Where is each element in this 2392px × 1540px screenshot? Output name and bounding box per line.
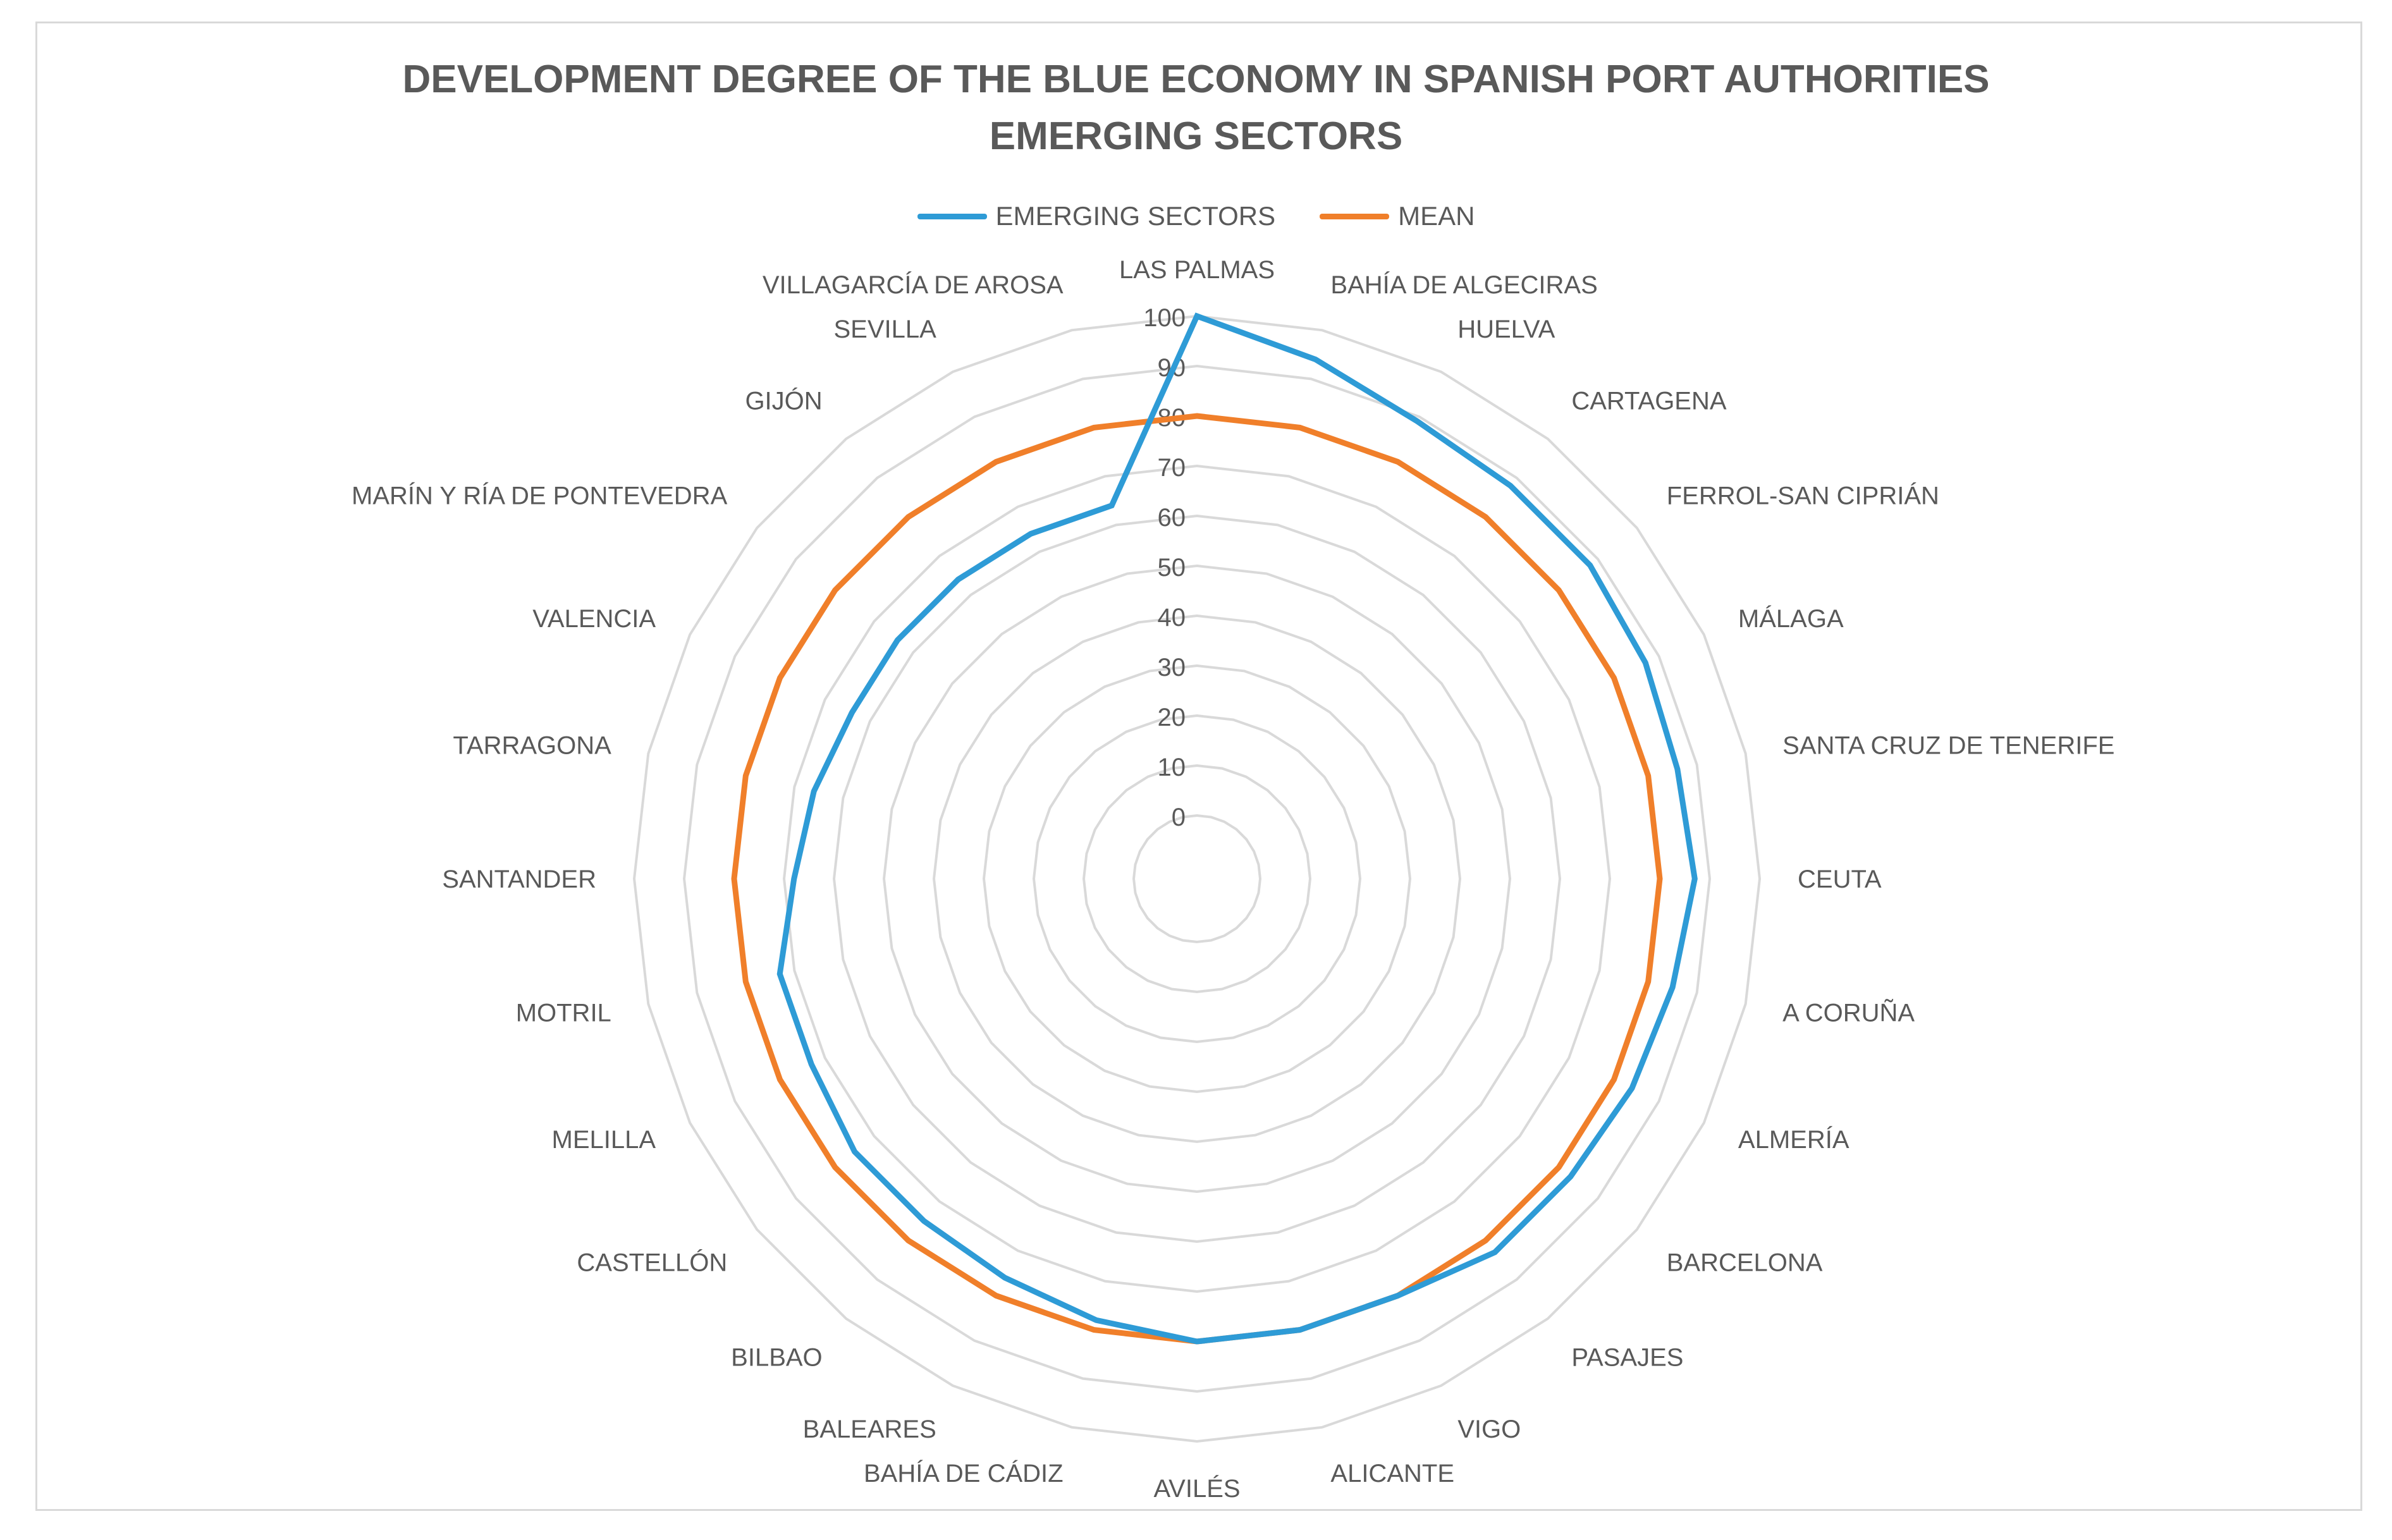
radial-tick-label: 50 <box>1158 554 1186 582</box>
legend-swatch-emerging-sectors <box>917 213 987 219</box>
category-label: SANTANDER <box>442 865 596 893</box>
radial-tick-label: 10 <box>1158 754 1186 781</box>
grid-ring-30 <box>982 664 1412 1094</box>
category-label: MELILLA <box>552 1126 656 1154</box>
category-label: BARCELONA <box>1667 1249 1823 1276</box>
category-label: BAHÍA DE CÁDIZ <box>864 1459 1064 1488</box>
series-line-mean <box>731 413 1663 1345</box>
legend-label-emerging-sectors: EMERGING SECTORS <box>995 201 1276 231</box>
category-label: A CORUÑA <box>1782 998 1915 1027</box>
category-label: MARÍN Y RÍA DE PONTEVEDRA <box>352 482 728 510</box>
category-label: AVILÉS <box>1153 1474 1240 1503</box>
category-label: CEUTA <box>1798 865 1882 893</box>
category-label: SEVILLA <box>833 315 936 343</box>
category-label: ALICANTE <box>1330 1460 1454 1488</box>
radar-grid <box>632 314 1762 1443</box>
category-label: SANTA CRUZ DE TENERIFE <box>1782 732 2114 760</box>
grid-ring-10 <box>1082 764 1312 994</box>
grid-ring-100 <box>632 314 1762 1443</box>
category-label: VIGO <box>1457 1415 1521 1443</box>
category-label: CARTAGENA <box>1571 387 1727 415</box>
category-label: ALMERÍA <box>1738 1125 1849 1154</box>
legend-label-mean: MEAN <box>1398 201 1475 231</box>
chart-subtitle: EMERGING SECTORS <box>989 114 1403 158</box>
category-label: VILLAGARCÍA DE AROSA <box>763 271 1064 299</box>
category-label: LAS PALMAS <box>1119 256 1275 284</box>
chart-title: DEVELOPMENT DEGREE OF THE BLUE ECONOMY I… <box>402 58 1990 101</box>
category-label: MÁLAGA <box>1738 604 1844 633</box>
grid-ring-70 <box>782 464 1612 1293</box>
category-labels: LAS PALMAS BAHÍA DE ALGECIRAS HUELVA CARTAG… <box>352 256 2114 1503</box>
category-label: FERROL-SAN CIPRIÁN <box>1667 482 1939 510</box>
category-label: BILBAO <box>731 1344 823 1372</box>
radial-tick-label: 30 <box>1158 654 1186 681</box>
legend-item-emerging-sectors[interactable]: EMERGING SECTORS <box>917 201 1276 231</box>
category-label: TARRAGONA <box>453 732 611 760</box>
category-label: BAHÍA DE ALGECIRAS <box>1330 271 1597 299</box>
radial-tick-label: 40 <box>1158 604 1186 632</box>
legend-item-mean[interactable]: MEAN <box>1320 201 1475 231</box>
category-label: BALEARES <box>803 1415 936 1443</box>
radial-tick-label: 20 <box>1158 704 1186 731</box>
radial-tick-label: 0 <box>1172 804 1186 831</box>
category-label: CASTELLÓN <box>577 1248 727 1276</box>
category-label: GIJÓN <box>745 386 822 415</box>
category-label: PASAJES <box>1571 1344 1683 1372</box>
radial-tick-label: 70 <box>1158 454 1186 482</box>
category-label: VALENCIA <box>532 605 656 633</box>
legend: EMERGING SECTORS MEAN <box>0 201 2392 231</box>
radial-tick-label: 60 <box>1158 504 1186 532</box>
grid-ring-0 <box>1132 814 1262 944</box>
grid-ring-40 <box>932 614 1462 1144</box>
legend-swatch-mean <box>1320 213 1390 219</box>
grid-ring-50 <box>882 564 1512 1194</box>
category-label: HUELVA <box>1457 315 1555 343</box>
category-label: MOTRIL <box>516 999 611 1027</box>
grid-ring-60 <box>832 514 1562 1244</box>
radial-tick-label: 100 <box>1143 304 1186 332</box>
grid-ring-90 <box>682 364 1712 1393</box>
grid-ring-20 <box>1032 714 1362 1044</box>
